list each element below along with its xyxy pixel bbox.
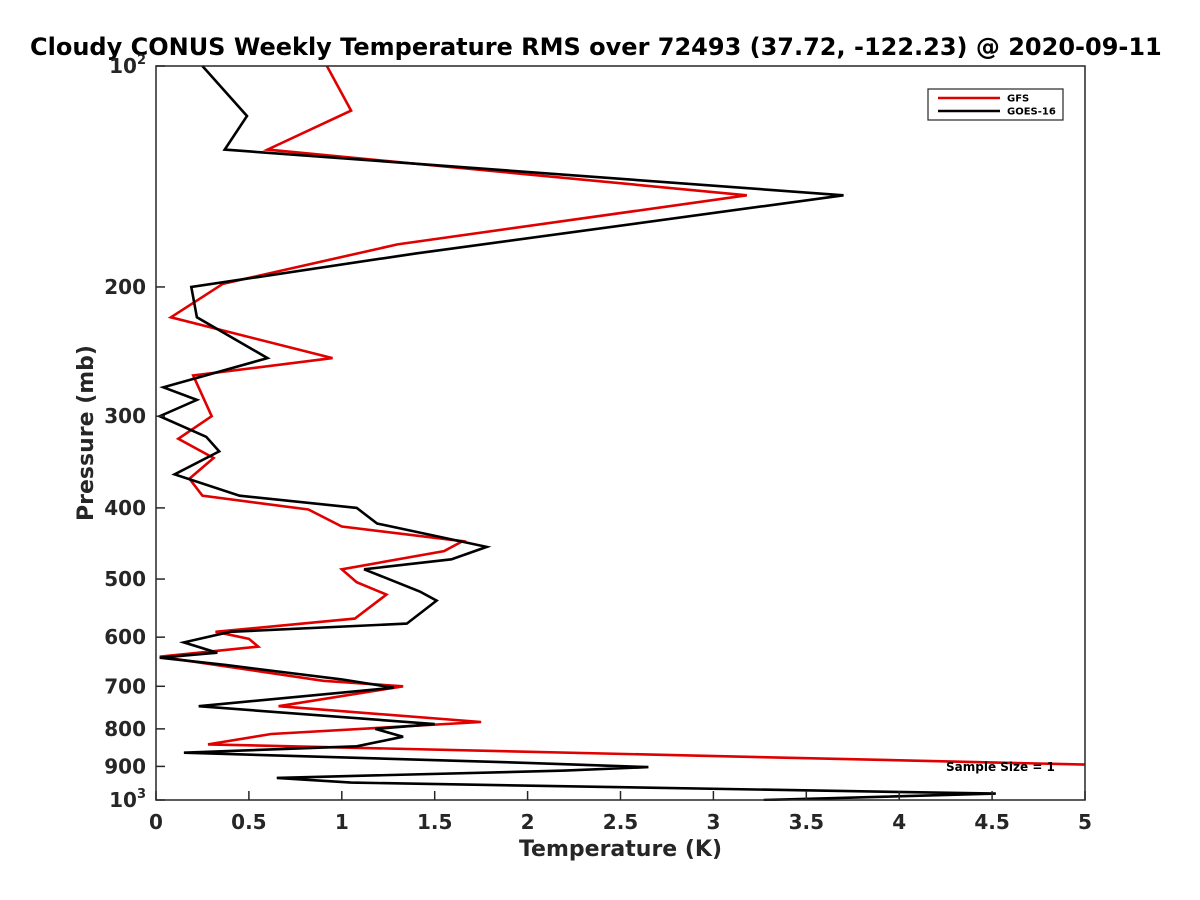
x-tick-label: 3.5 (789, 810, 824, 834)
y-tick-label: 103 (109, 787, 146, 812)
x-tick-label: 1 (335, 810, 349, 834)
series-line-goes-16 (156, 65, 996, 801)
chart-title: Cloudy CONUS Weekly Temperature RMS over… (30, 33, 1162, 61)
series-line-gfs (159, 65, 1086, 766)
x-tick-label: 2 (521, 810, 535, 834)
y-tick-label: 900 (104, 754, 146, 778)
legend: GFS GOES-16 (927, 88, 1064, 121)
y-tick-label: 500 (104, 567, 146, 591)
x-tick-label: 0 (149, 810, 163, 834)
legend-label-gfs: GFS (1007, 94, 1029, 105)
plot-frame (155, 65, 1086, 801)
x-tick-label: 1.5 (417, 810, 452, 834)
y-tick-label: 700 (104, 674, 146, 698)
plot-lines (156, 65, 1086, 801)
y-axis-label: Pressure (mb) (74, 345, 99, 521)
x-tick-label: 5 (1078, 810, 1092, 834)
y-axis-ticks: 102 200 300 400 500 600 700 800 900 103 (104, 53, 165, 812)
y-tick-label: 200 (104, 275, 146, 299)
y-tick-label: 400 (104, 496, 146, 520)
sample-size-annotation: Sample Size = 1 (946, 760, 1055, 774)
y-tick-label: 600 (104, 625, 146, 649)
x-tick-label: 0.5 (231, 810, 266, 834)
x-tick-label: 2.5 (603, 810, 638, 834)
y-tick-label: 800 (104, 717, 146, 741)
legend-box (927, 88, 1064, 121)
y-tick-label: 102 (109, 53, 146, 78)
x-tick-label: 4.5 (974, 810, 1009, 834)
legend-label-goes-16: GOES-16 (1007, 107, 1056, 118)
x-axis-label: Temperature (K) (519, 837, 722, 862)
x-tick-label: 4 (892, 810, 906, 834)
x-tick-label: 3 (706, 810, 720, 834)
x-axis-ticks: 0 0.5 1 1.5 2 2.5 3 3.5 4 4.5 5 (149, 791, 1092, 834)
y-tick-label: 300 (104, 404, 146, 428)
